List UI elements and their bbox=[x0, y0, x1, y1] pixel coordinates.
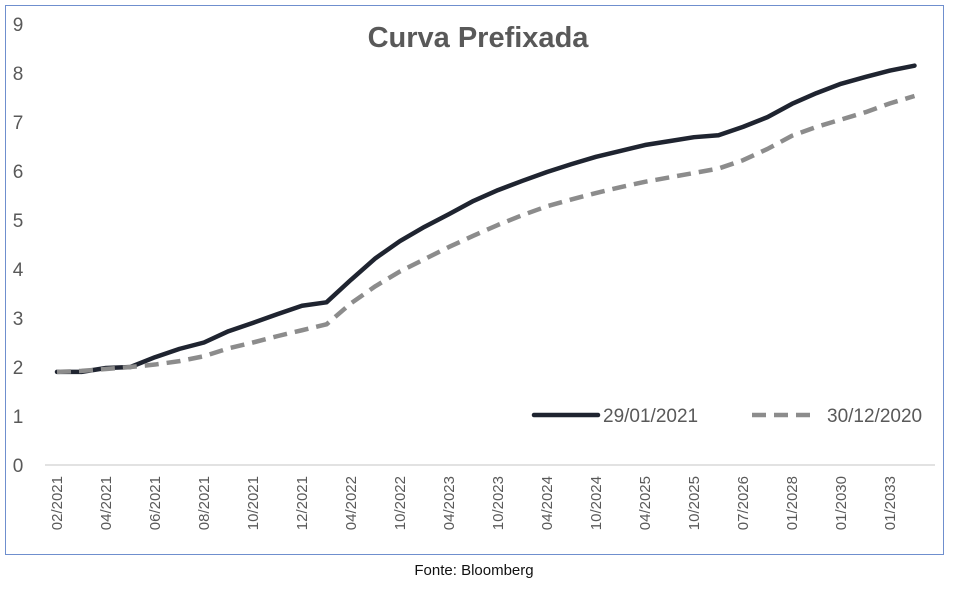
y-tick-label: 2 bbox=[13, 358, 24, 379]
x-tick-label: 04/2021 bbox=[98, 476, 115, 530]
x-tick-label: 10/2024 bbox=[588, 476, 605, 530]
y-tick-label: 5 bbox=[13, 211, 24, 232]
y-tick-label: 9 bbox=[13, 15, 24, 36]
series-line-1 bbox=[56, 93, 916, 375]
y-tick-label: 4 bbox=[13, 260, 24, 281]
x-tick-label: 10/2021 bbox=[245, 476, 262, 530]
x-tick-label: 04/2022 bbox=[343, 476, 360, 530]
x-tick-label: 04/2025 bbox=[637, 476, 654, 530]
y-tick-label: 0 bbox=[13, 456, 24, 477]
y-tick-label: 8 bbox=[13, 64, 24, 85]
legend-label: 30/12/2020 bbox=[827, 406, 922, 427]
x-tick-label: 08/2021 bbox=[196, 476, 213, 530]
source-note: Fonte: Bloomberg bbox=[414, 562, 534, 579]
x-tick-label: 10/2022 bbox=[392, 476, 409, 530]
x-tick-label: 04/2024 bbox=[539, 476, 556, 530]
x-tick-label: 02/2021 bbox=[49, 476, 66, 530]
x-tick-label: 10/2023 bbox=[490, 476, 507, 530]
chart-title: Curva Prefixada bbox=[368, 22, 590, 54]
series-line-0 bbox=[54, 63, 917, 375]
x-tick-label: 12/2021 bbox=[294, 476, 311, 530]
y-tick-label: 7 bbox=[13, 113, 24, 134]
legend-label: 29/01/2021 bbox=[603, 406, 698, 427]
x-tick-label: 06/2021 bbox=[147, 476, 164, 530]
x-tick-label: 04/2023 bbox=[441, 476, 458, 530]
x-tick-label: 01/2028 bbox=[784, 476, 801, 530]
chart-frame bbox=[5, 5, 944, 555]
x-tick-label: 10/2025 bbox=[686, 476, 703, 530]
x-tick-label: 01/2030 bbox=[833, 476, 850, 530]
x-tick-label: 07/2026 bbox=[735, 476, 752, 530]
x-tick-label: 01/2033 bbox=[882, 476, 899, 530]
y-tick-label: 6 bbox=[13, 162, 24, 183]
y-tick-label: 3 bbox=[13, 309, 24, 330]
y-tick-label: 1 bbox=[13, 407, 24, 428]
